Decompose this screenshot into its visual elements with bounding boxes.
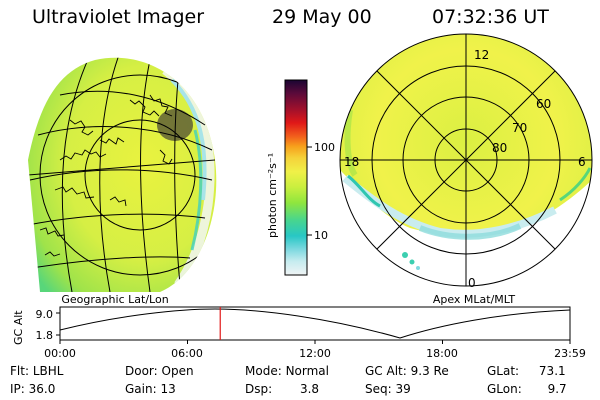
right-panel-caption: Apex MLat/MLT — [433, 293, 516, 306]
status-flt: Flt: LBHL — [10, 364, 64, 378]
altitude-ytick-9: 9.0 — [36, 308, 54, 321]
colorbar-unit-label: photon cm⁻²s⁻¹ — [266, 153, 279, 238]
mlt-label-18: 18 — [344, 155, 359, 169]
status-door: Door: Open — [125, 364, 194, 378]
status-glon: GLon: 9.7 — [487, 382, 567, 396]
altitude-xtick-0600: 06:00 — [171, 347, 203, 360]
status-seq: Seq: 39 — [365, 382, 411, 396]
status-glat: GLat: 73.1 — [487, 364, 566, 378]
geographic-image — [28, 57, 217, 292]
mlat-mlt-image — [339, 33, 593, 287]
colorbar-label-100: 100 — [314, 141, 335, 154]
altitude-xtick-2359: 23:59 — [554, 347, 586, 360]
mlt-label-12: 12 — [474, 48, 489, 62]
mlat-label-60: 60 — [536, 97, 551, 111]
altitude-curve — [59, 308, 571, 339]
altitude-xtick-0000: 00:00 — [44, 347, 76, 360]
status-mode: Mode: Normal — [245, 364, 329, 378]
mlt-label-6: 6 — [578, 155, 586, 169]
left-panel-caption: Geographic Lat/Lon — [61, 293, 168, 306]
altitude-xtick-1800: 18:00 — [426, 347, 458, 360]
altitude-ytick-1-8: 1.8 — [36, 329, 54, 342]
colorbar — [284, 79, 308, 276]
altitude-ylabel: GC Alt — [12, 310, 25, 345]
date-label: 29 May 00 — [272, 6, 372, 28]
mlt-label-0: 0 — [468, 276, 476, 290]
altitude-plot — [56, 306, 571, 344]
status-gain: Gain: 13 — [125, 382, 176, 396]
colorbar-label-10: 10 — [314, 229, 328, 242]
time-label: 07:32:36 UT — [432, 6, 549, 28]
status-gc-alt: GC Alt: 9.3 Re — [365, 364, 449, 378]
status-dsp: Dsp: 3.8 — [245, 382, 320, 396]
mlat-label-70: 70 — [512, 121, 527, 135]
mlat-label-80: 80 — [492, 141, 507, 155]
altitude-xtick-1200: 12:00 — [299, 347, 331, 360]
instrument-title: Ultraviolet Imager — [32, 6, 205, 28]
status-ip: IP: 36.0 — [10, 382, 56, 396]
